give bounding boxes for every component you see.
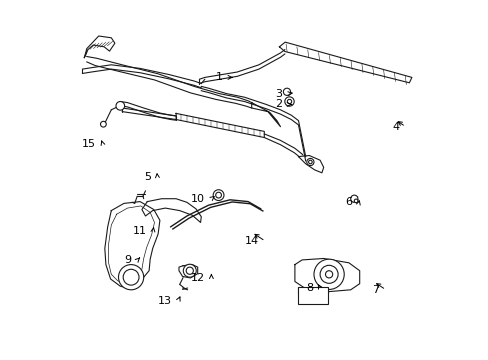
Circle shape xyxy=(325,271,332,278)
Text: 1: 1 xyxy=(216,72,223,82)
Polygon shape xyxy=(176,113,264,138)
Text: 2: 2 xyxy=(275,99,282,109)
Polygon shape xyxy=(294,258,359,292)
Text: 3: 3 xyxy=(275,89,282,99)
Circle shape xyxy=(186,267,193,274)
Polygon shape xyxy=(104,202,160,289)
Circle shape xyxy=(284,97,294,106)
Text: 12: 12 xyxy=(190,273,204,283)
Circle shape xyxy=(215,192,221,198)
Circle shape xyxy=(101,121,106,127)
Text: 10: 10 xyxy=(190,194,204,204)
Circle shape xyxy=(116,102,124,110)
Circle shape xyxy=(183,264,196,277)
Circle shape xyxy=(118,265,143,290)
Text: 8: 8 xyxy=(306,283,313,293)
Text: 13: 13 xyxy=(158,296,171,306)
Polygon shape xyxy=(87,57,251,108)
Polygon shape xyxy=(199,50,284,85)
Text: 5: 5 xyxy=(143,172,151,182)
Circle shape xyxy=(123,269,139,285)
Circle shape xyxy=(313,259,344,289)
Polygon shape xyxy=(179,265,197,278)
Polygon shape xyxy=(279,42,411,83)
Circle shape xyxy=(283,88,290,95)
Circle shape xyxy=(354,199,357,203)
Circle shape xyxy=(213,190,224,201)
Text: 15: 15 xyxy=(82,139,96,149)
Text: 14: 14 xyxy=(244,236,258,246)
Text: 4: 4 xyxy=(391,122,399,132)
Text: 9: 9 xyxy=(124,255,131,265)
Circle shape xyxy=(320,265,337,283)
Circle shape xyxy=(308,160,311,164)
Text: 7: 7 xyxy=(372,285,379,295)
Polygon shape xyxy=(142,199,201,222)
Polygon shape xyxy=(251,103,280,127)
Circle shape xyxy=(287,99,291,104)
Polygon shape xyxy=(84,36,115,58)
Text: 6: 6 xyxy=(345,197,352,207)
Polygon shape xyxy=(298,156,323,173)
Text: 11: 11 xyxy=(132,226,146,236)
Circle shape xyxy=(306,158,313,166)
Bar xyxy=(297,287,328,304)
Circle shape xyxy=(350,195,357,202)
